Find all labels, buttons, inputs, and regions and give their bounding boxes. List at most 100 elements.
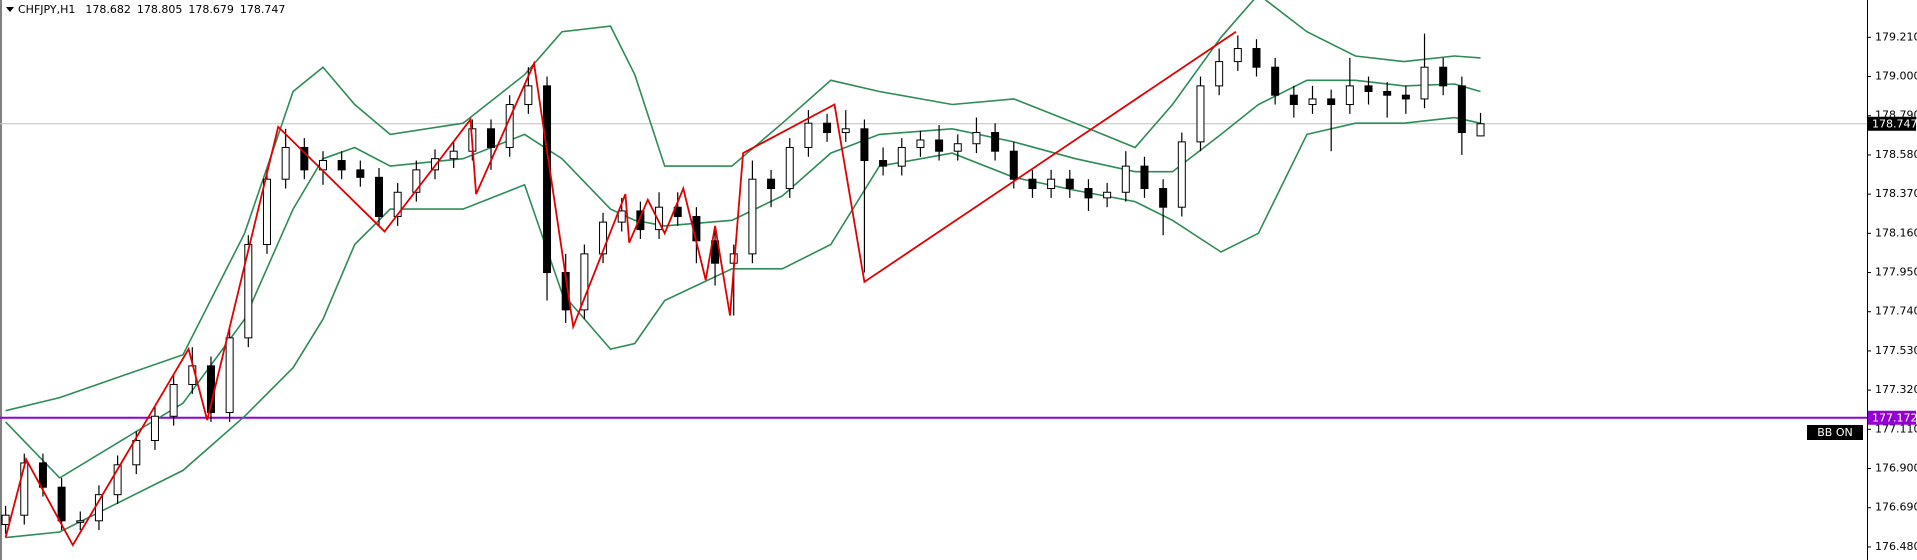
y-tick-label: 177.530 xyxy=(1875,344,1917,357)
candle-body xyxy=(1159,188,1168,208)
candle-body xyxy=(356,169,365,178)
candle-body xyxy=(1476,123,1485,137)
candle-body xyxy=(150,415,159,442)
candle-body xyxy=(1401,94,1410,100)
candle-body xyxy=(132,440,141,466)
candle-body xyxy=(804,122,813,148)
candle-body xyxy=(1233,48,1242,63)
candle-body xyxy=(1065,178,1074,190)
symbol-title: CHFJPY,H1 xyxy=(18,3,75,16)
y-tick-label: 179.000 xyxy=(1875,70,1917,83)
candle-body xyxy=(767,178,776,190)
candle-body xyxy=(1420,66,1429,100)
candle-body xyxy=(1439,66,1448,87)
candle-body xyxy=(1289,94,1298,106)
candle-body xyxy=(375,176,384,218)
level-label: 177.172 xyxy=(1872,411,1917,424)
y-tick-label: 178.370 xyxy=(1875,187,1917,200)
candle-body xyxy=(1177,141,1186,208)
y-tick-label: 179.210 xyxy=(1875,30,1917,43)
candle-body xyxy=(823,122,832,134)
candle-body xyxy=(38,462,47,488)
candle-body xyxy=(57,486,66,522)
price-axis: 179.210179.000178.790178.580178.370178.1… xyxy=(1867,30,1917,553)
candle-body xyxy=(860,128,869,162)
candle-body xyxy=(76,520,85,523)
candle-body xyxy=(916,139,925,148)
candle-body xyxy=(1271,66,1280,96)
candle-body xyxy=(225,337,234,414)
candle-body xyxy=(1308,98,1317,106)
candle-body xyxy=(1121,165,1130,193)
y-tick-label: 177.740 xyxy=(1875,305,1917,318)
current-price-label: 178.747 xyxy=(1872,117,1917,130)
y-tick-label: 177.320 xyxy=(1875,383,1917,396)
candle-body xyxy=(841,128,850,134)
collapse-arrow[interactable] xyxy=(6,7,14,12)
candle-body xyxy=(113,464,122,496)
candle-body xyxy=(1327,98,1336,106)
candle-body xyxy=(20,462,29,516)
candle-body xyxy=(935,139,944,152)
candle-body xyxy=(636,210,645,231)
candle-body xyxy=(655,206,664,231)
annotation-box xyxy=(1807,425,1863,440)
candle-body xyxy=(972,132,981,145)
y-tick-label: 176.480 xyxy=(1875,540,1917,553)
annotation-label: BB ON xyxy=(1817,426,1852,439)
candle-body xyxy=(953,143,962,152)
candle-body xyxy=(1047,178,1056,190)
y-tick-label: 178.580 xyxy=(1875,148,1917,161)
candle-body xyxy=(543,85,552,274)
y-tick-label: 177.950 xyxy=(1875,266,1917,279)
candle-body xyxy=(1103,191,1112,199)
y-tick-label: 176.690 xyxy=(1875,501,1917,514)
candle-body xyxy=(169,384,178,417)
candle-body xyxy=(393,191,402,218)
candle-body xyxy=(897,146,906,167)
candle-body xyxy=(449,150,458,160)
candle-body xyxy=(524,85,533,106)
zigzag-line xyxy=(4,30,1237,547)
current-price-box xyxy=(1868,116,1916,131)
candle-body xyxy=(1215,61,1224,87)
candle-body xyxy=(1345,85,1354,106)
candle-body xyxy=(879,160,888,167)
candle-body xyxy=(1084,188,1093,199)
header-high: 178.805 xyxy=(137,3,183,16)
candle-body xyxy=(281,146,290,180)
y-tick-label: 176.900 xyxy=(1875,462,1917,475)
candle-body xyxy=(1457,85,1466,134)
candle-body xyxy=(262,178,271,246)
candle-body xyxy=(617,210,626,223)
level-box xyxy=(1868,410,1916,425)
candle-body xyxy=(487,128,496,148)
candle-body xyxy=(1196,85,1205,143)
header-low: 178.679 xyxy=(188,3,234,16)
candle-body xyxy=(1364,85,1373,92)
candle-body xyxy=(1140,165,1149,190)
candle-body xyxy=(1,514,10,526)
candle-body xyxy=(599,221,608,255)
candle-body xyxy=(412,169,421,193)
y-tick-label: 178.160 xyxy=(1875,226,1917,239)
candle-body xyxy=(244,244,253,339)
candle-body xyxy=(580,253,589,311)
candle-body xyxy=(1028,178,1037,190)
bollinger-lower xyxy=(5,116,1481,539)
candle-body xyxy=(337,160,346,171)
y-tick-label: 177.110 xyxy=(1875,422,1917,435)
candle-body xyxy=(1383,90,1392,96)
candle-body xyxy=(300,146,309,171)
header: CHFJPY,H1 178.682 178.805 178.679 178.747 xyxy=(18,3,285,16)
header-close: 178.747 xyxy=(240,3,286,16)
candle-body xyxy=(991,132,1000,152)
header-open: 178.682 xyxy=(85,3,131,16)
candle-body xyxy=(431,158,440,171)
candle-body xyxy=(1009,150,1018,180)
candle-body xyxy=(748,178,757,255)
plot-area xyxy=(0,0,1867,547)
